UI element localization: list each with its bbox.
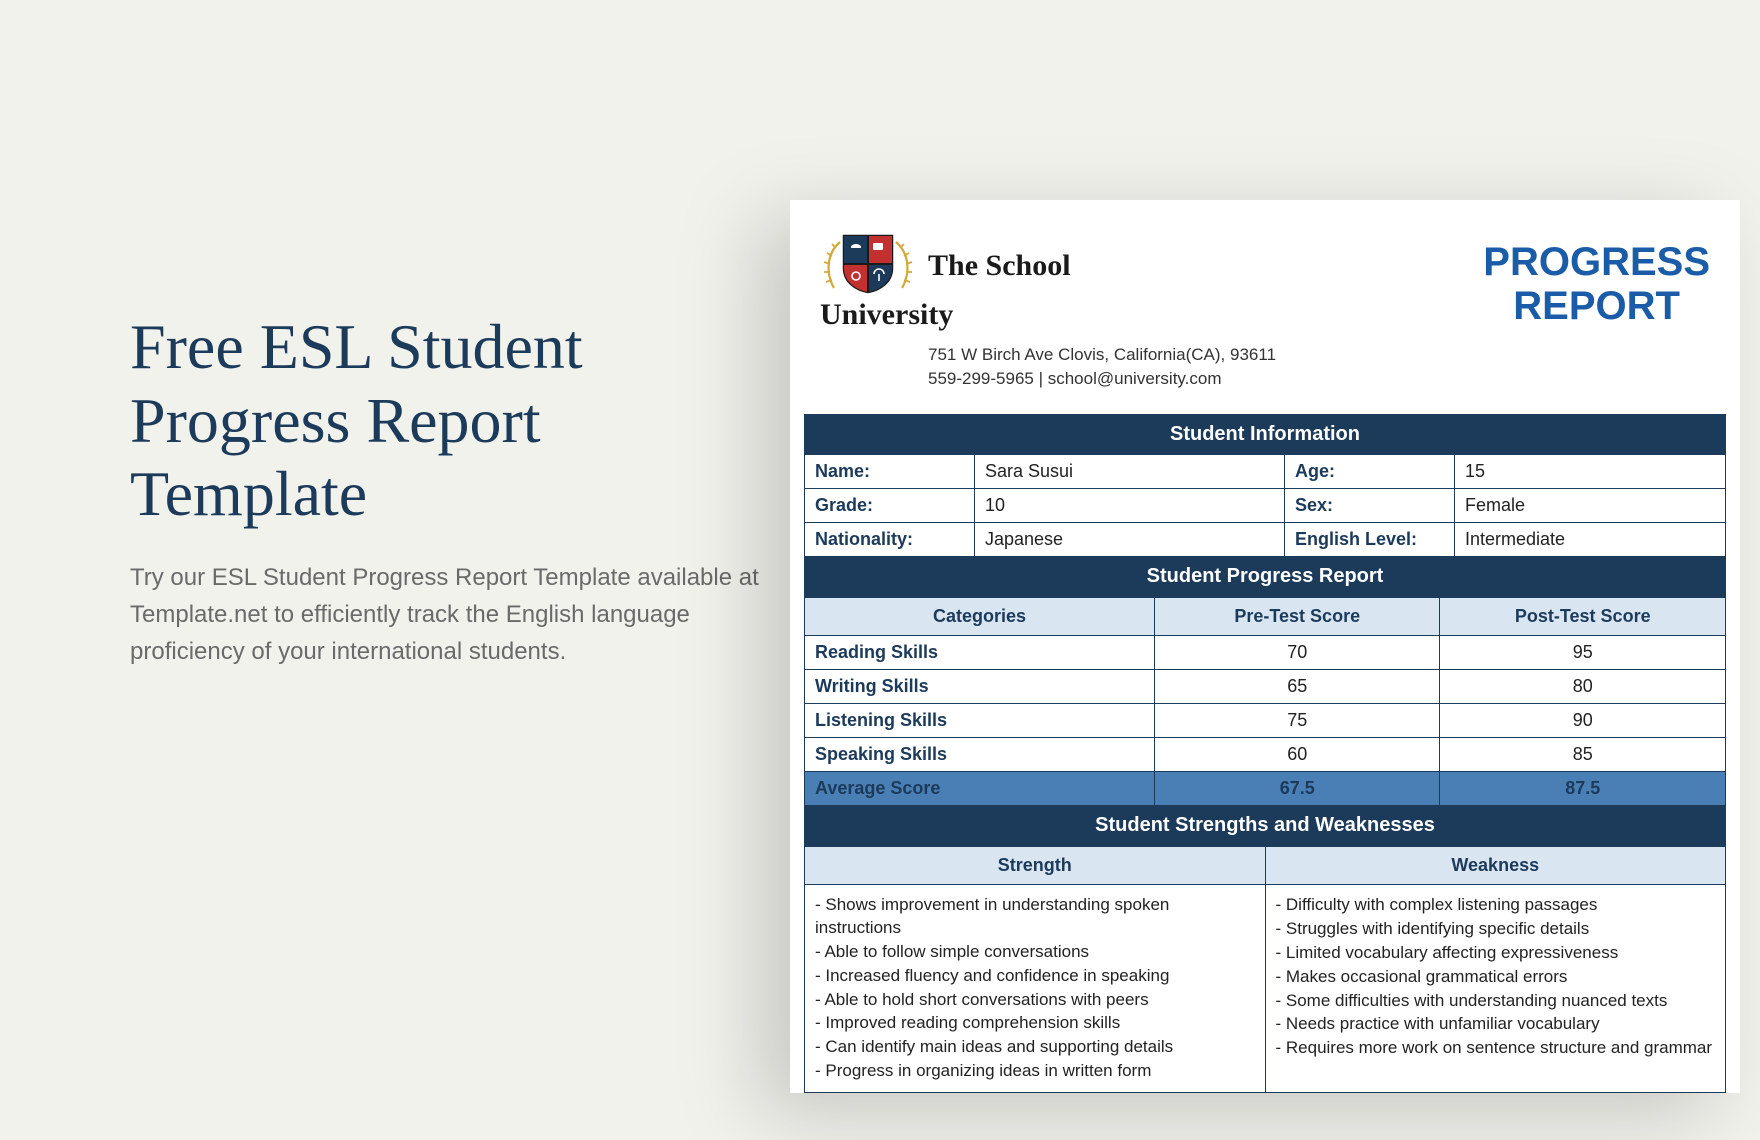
score-post: 80 <box>1440 669 1726 703</box>
average-pre: 67.5 <box>1154 771 1440 805</box>
col-posttest: Post-Test Score <box>1440 597 1726 635</box>
strength-item: - Able to hold short conversations with … <box>815 989 1255 1012</box>
score-post: 95 <box>1440 635 1726 669</box>
weakness-item: - Limited vocabulary affecting expressiv… <box>1276 942 1716 965</box>
weakness-item: - Makes occasional grammatical errors <box>1276 966 1716 989</box>
nationality-value: Japanese <box>975 522 1285 556</box>
score-category: Speaking Skills <box>805 737 1155 771</box>
score-post: 90 <box>1440 703 1726 737</box>
nationality-label: Nationality: <box>805 522 975 556</box>
score-pre: 65 <box>1154 669 1440 703</box>
name-label: Name: <box>805 454 975 488</box>
weakness-col-header: Weakness <box>1265 846 1726 884</box>
strength-item: - Improved reading comprehension skills <box>815 1012 1255 1035</box>
marketing-panel: Free ESL Student Progress Report Templat… <box>130 310 760 670</box>
grade-label: Grade: <box>805 488 975 522</box>
weaknesses-cell: - Difficulty with complex listening pass… <box>1265 884 1726 1093</box>
weakness-item: - Struggles with identifying specific de… <box>1276 918 1716 941</box>
strength-item: - Increased fluency and confidence in sp… <box>815 965 1255 988</box>
brand-block: The School University 751 W Birch Ave Cl… <box>820 230 1276 392</box>
brand-contact: 559-299-5965 | school@university.com <box>928 367 1276 392</box>
document-title-line1: PROGRESS <box>1483 240 1710 284</box>
english-level-value: Intermediate <box>1455 522 1726 556</box>
strength-item: - Can identify main ideas and supporting… <box>815 1036 1255 1059</box>
strengths-weaknesses-table: Strength Weakness - Shows improvement in… <box>804 846 1726 1094</box>
weakness-item: - Requires more work on sentence structu… <box>1276 1037 1716 1060</box>
score-pre: 60 <box>1154 737 1440 771</box>
document-title-line2: REPORT <box>1483 284 1710 328</box>
sex-value: Female <box>1455 488 1726 522</box>
score-category: Writing Skills <box>805 669 1155 703</box>
score-pre: 70 <box>1154 635 1440 669</box>
weakness-item: - Needs practice with unfamiliar vocabul… <box>1276 1013 1716 1036</box>
school-logo-icon <box>820 230 916 302</box>
page-subtext: Try our ESL Student Progress Report Temp… <box>130 559 760 671</box>
strength-item: - Shows improvement in understanding spo… <box>815 894 1255 940</box>
score-category: Listening Skills <box>805 703 1155 737</box>
scores-table: Categories Pre-Test Score Post-Test Scor… <box>804 597 1726 846</box>
brand-name-line2: University <box>820 298 1276 333</box>
col-categories: Categories <box>805 597 1155 635</box>
page-headline: Free ESL Student Progress Report Templat… <box>130 310 760 531</box>
sex-label: Sex: <box>1285 488 1455 522</box>
strength-item: - Progress in organizing ideas in writte… <box>815 1060 1255 1083</box>
strength-item: - Able to follow simple conversations <box>815 941 1255 964</box>
document-preview: The School University 751 W Birch Ave Cl… <box>790 200 1740 1093</box>
student-info-header: Student Information <box>805 414 1726 454</box>
score-category: Reading Skills <box>805 635 1155 669</box>
age-label: Age: <box>1285 454 1455 488</box>
document-header: The School University 751 W Birch Ave Cl… <box>790 200 1740 414</box>
average-label: Average Score <box>805 771 1155 805</box>
score-pre: 75 <box>1154 703 1440 737</box>
score-post: 85 <box>1440 737 1726 771</box>
col-pretest: Pre-Test Score <box>1154 597 1440 635</box>
strengths-weaknesses-header: Student Strengths and Weaknesses <box>805 805 1726 845</box>
age-value: 15 <box>1455 454 1726 488</box>
brand-address: 751 W Birch Ave Clovis, California(CA), … <box>928 343 1276 368</box>
weakness-item: - Difficulty with complex listening pass… <box>1276 894 1716 917</box>
english-level-label: English Level: <box>1285 522 1455 556</box>
strength-col-header: Strength <box>805 846 1266 884</box>
brand-name-line1: The School <box>928 249 1071 284</box>
progress-report-header: Student Progress Report <box>805 556 1726 596</box>
average-post: 87.5 <box>1440 771 1726 805</box>
weakness-item: - Some difficulties with understanding n… <box>1276 990 1716 1013</box>
name-value: Sara Susui <box>975 454 1285 488</box>
grade-value: 10 <box>975 488 1285 522</box>
student-info-table: Student Information Name: Sara Susui Age… <box>804 414 1726 597</box>
document-title: PROGRESS REPORT <box>1483 240 1710 328</box>
strengths-cell: - Shows improvement in understanding spo… <box>805 884 1266 1093</box>
